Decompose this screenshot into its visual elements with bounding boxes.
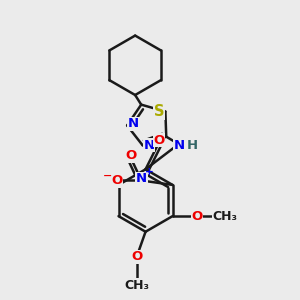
- Text: S: S: [154, 104, 165, 119]
- Text: O: O: [191, 210, 203, 223]
- Text: +: +: [145, 167, 154, 176]
- Text: N: N: [144, 139, 155, 152]
- Text: N: N: [174, 139, 185, 152]
- Text: O: O: [131, 250, 142, 263]
- Text: CH₃: CH₃: [124, 279, 149, 292]
- Text: N: N: [128, 118, 139, 130]
- Text: O: O: [111, 174, 123, 187]
- Text: −: −: [103, 171, 112, 181]
- Text: O: O: [125, 149, 136, 162]
- Text: H: H: [187, 139, 198, 152]
- Text: N: N: [136, 172, 147, 185]
- Text: O: O: [153, 134, 164, 147]
- Text: CH₃: CH₃: [213, 210, 238, 223]
